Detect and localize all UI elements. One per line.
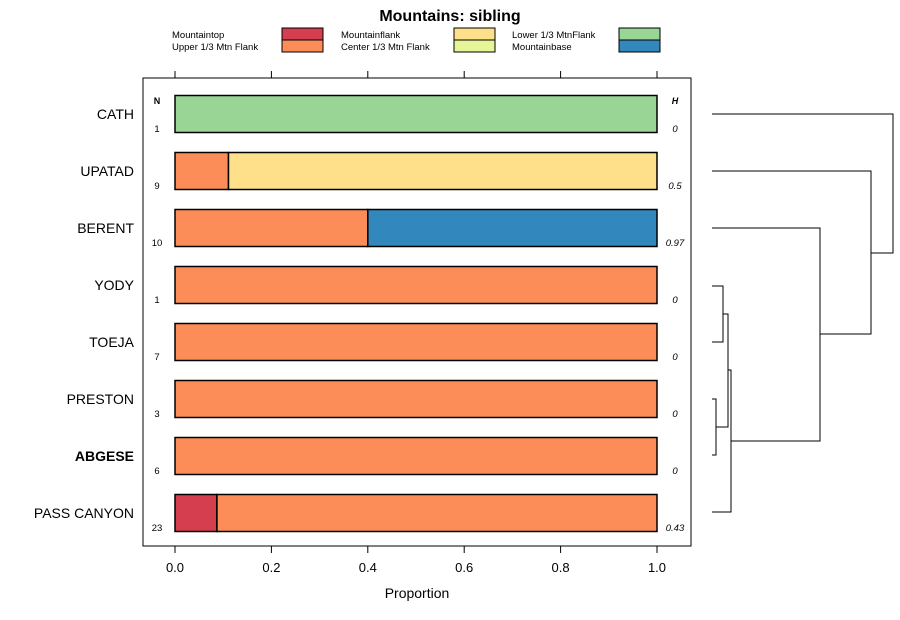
bar-segment-berent-upper-1-3-mtn-flank xyxy=(174,208,369,248)
bar-segment-pass-canyon-upper-1-3-mtn-flank xyxy=(216,493,658,533)
category-label-cath: CATH xyxy=(97,106,134,122)
category-label-abgese: ABGESE xyxy=(75,448,134,464)
legend-swatch-mountainflank xyxy=(453,27,496,41)
h-value-upatad: 0.5 xyxy=(668,181,682,192)
n-column-header: N xyxy=(154,96,161,106)
x-tick-label: 0.8 xyxy=(552,560,570,575)
plot-frame xyxy=(142,77,692,547)
x-tick-label: 0.4 xyxy=(359,560,377,575)
category-label-berent: BERENT xyxy=(77,220,134,236)
dendrogram-branch xyxy=(716,313,729,428)
n-value-preston: 3 xyxy=(154,409,159,420)
legend-swatch-mountaintop xyxy=(281,27,324,41)
x-tick-label: 0.0 xyxy=(166,560,184,575)
h-value-toeja: 0 xyxy=(672,352,678,363)
legend-swatch-center-1-3-mtn-flank xyxy=(453,39,496,53)
legend-label-lower-1-3-mtnflank: Lower 1/3 MtnFlank xyxy=(512,30,596,41)
legend-swatch-lower-1-3-mtnflank xyxy=(618,27,661,41)
bar-segment-upatad-upper-1-3-mtn-flank xyxy=(174,151,230,191)
category-label-preston: PRESTON xyxy=(67,391,134,407)
category-label-toeja: TOEJA xyxy=(89,334,135,350)
dendrogram-branch xyxy=(712,113,894,254)
category-label-yody: YODY xyxy=(94,277,134,293)
bar-segment-pass-canyon-mountaintop xyxy=(174,493,218,533)
legend-label-center-1-3-mtn-flank: Center 1/3 Mtn Flank xyxy=(341,42,430,53)
dendrogram-branch xyxy=(712,170,872,335)
legend-label-mountainflank: Mountainflank xyxy=(341,30,400,41)
h-value-abgese: 0 xyxy=(672,466,678,477)
bar-segment-cath-lower-1-3-mtnflank xyxy=(174,94,658,134)
x-tick-label: 0.2 xyxy=(262,560,280,575)
bar-segment-yody-upper-1-3-mtn-flank xyxy=(174,265,658,305)
category-label-upatad: UPATAD xyxy=(80,163,134,179)
x-axis: 0.0 0.2 0.4 0.6 0.8 1.0 xyxy=(166,71,666,575)
x-axis-label: Proportion xyxy=(385,585,450,601)
legend-swatch-upper-1-3-mtn-flank xyxy=(281,39,324,53)
n-value-upatad: 9 xyxy=(154,181,159,192)
legend-label-upper-1-3-mtn-flank: Upper 1/3 Mtn Flank xyxy=(172,42,258,53)
h-value-preston: 0 xyxy=(672,409,678,420)
h-value-cath: 0 xyxy=(672,124,678,135)
h-column-header: H xyxy=(672,96,679,106)
n-value-abgese: 6 xyxy=(154,466,159,477)
x-tick-label: 0.6 xyxy=(455,560,473,575)
dendrogram xyxy=(712,113,894,513)
bar-segment-preston-upper-1-3-mtn-flank xyxy=(174,379,658,419)
bar-segment-abgese-upper-1-3-mtn-flank xyxy=(174,436,658,476)
h-value-pass-canyon: 0.43 xyxy=(666,523,685,534)
category-label-pass-canyon: PASS CANYON xyxy=(34,505,134,521)
legend-label-mountainbase: Mountainbase xyxy=(512,42,572,53)
n-value-berent: 10 xyxy=(152,238,163,249)
bar-segment-upatad-mountainflank xyxy=(227,151,658,191)
n-value-pass-canyon: 23 xyxy=(152,523,163,534)
dendrogram-branch xyxy=(712,398,717,456)
legend-swatch-mountainbase xyxy=(618,39,661,53)
bar-segment-berent-mountainbase xyxy=(367,208,658,248)
legend-label-mountaintop: Mountaintop xyxy=(172,30,224,41)
bar-segment-toeja-upper-1-3-mtn-flank xyxy=(174,322,658,362)
n-value-yody: 1 xyxy=(154,295,159,306)
n-value-cath: 1 xyxy=(154,124,159,135)
chart-title: Mountains: sibling xyxy=(379,8,520,25)
h-value-yody: 0 xyxy=(672,295,678,306)
h-value-berent: 0.97 xyxy=(666,238,685,249)
x-tick-label: 1.0 xyxy=(648,560,666,575)
n-value-toeja: 7 xyxy=(154,352,159,363)
dendrogram-branch xyxy=(712,285,724,343)
